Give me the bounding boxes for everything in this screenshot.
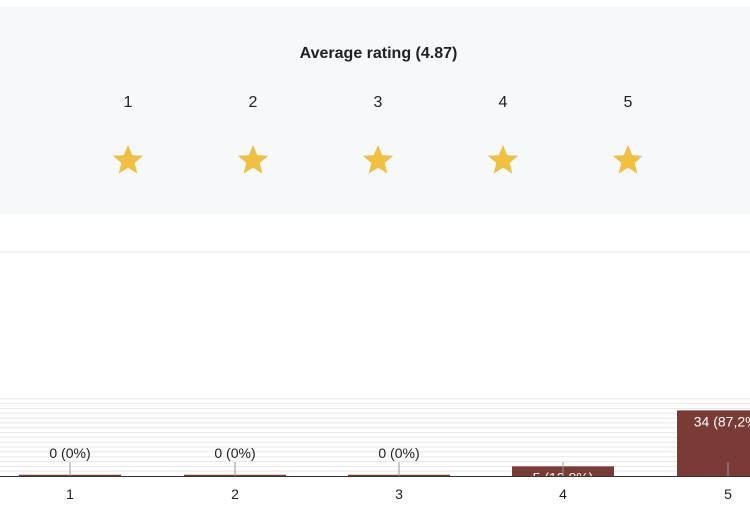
bar-value-label: 0 (0%) (378, 445, 419, 461)
x-tick-label: 2 (231, 486, 239, 502)
star-icon (113, 145, 143, 174)
bar-value-label: 5 (12,8%) (533, 469, 594, 485)
x-tick-label: 5 (724, 486, 732, 502)
star-number-label: 1 (123, 94, 133, 111)
star-number-label: 3 (373, 94, 383, 111)
star-number-label: 5 (623, 94, 633, 111)
bar-5[interactable] (677, 410, 750, 476)
average-rating-panel: Average rating (4.87) 1 2 3 4 5 (0, 7, 750, 214)
star-number-label: 4 (498, 94, 508, 111)
rating-distribution-chart: 0 (0%) 0 (0%) 0 (0%) 5 (12,8%) 34 (87,2%) 1 2 3… (0, 214, 750, 508)
star-column-1: 1 (98, 91, 158, 177)
star-column-5: 5 (598, 91, 658, 177)
x-tick-label: 4 (559, 486, 567, 502)
x-tick-label: 3 (395, 486, 403, 502)
star-icon (488, 145, 518, 174)
bar-value-label: 34 (87,2%) (694, 413, 750, 429)
star-column-4: 4 (473, 91, 533, 177)
star-number-label: 2 (248, 94, 258, 111)
star-column-2: 2 (223, 91, 283, 177)
star-column-3: 3 (348, 91, 408, 177)
star-icon (613, 145, 643, 174)
average-rating-title: Average rating (4.87) (299, 45, 458, 62)
bar-chart-svg: 0 (0%) 0 (0%) 0 (0%) 5 (12,8%) 34 (87,2%) 1 2 3… (0, 251, 750, 502)
star-icon (238, 145, 268, 174)
x-tick-label: 1 (66, 486, 74, 502)
star-icon (363, 145, 393, 174)
bar-value-label: 0 (0%) (214, 445, 255, 461)
bar-value-label: 0 (0%) (49, 445, 90, 461)
